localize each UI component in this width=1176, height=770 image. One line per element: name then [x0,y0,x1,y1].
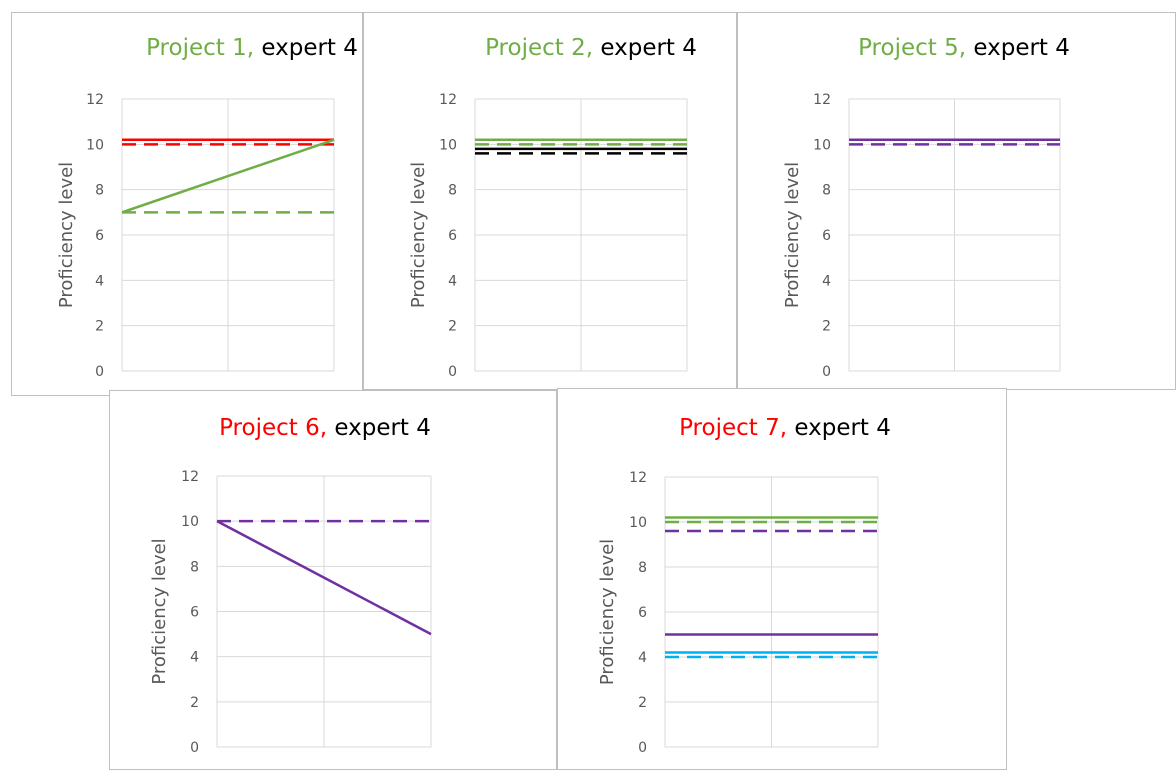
chart-title-project: Project 5, [858,35,966,61]
y-tick-label: 4 [448,273,457,289]
y-tick-label: 4 [95,273,104,289]
y-tick-label: 6 [448,228,457,244]
chart-title-project: Project 6, [219,415,327,441]
y-tick-label: 2 [190,695,199,711]
chart-svg: Project 6, expert 4 0 2 4 6 8 10 12 Proficiency … [149,415,432,756]
chart-title: Project 7, expert 4 [679,415,891,441]
y-axis-label: Proficiency level [597,539,618,685]
y-tick-label: 8 [822,183,831,199]
y-tick-label: 10 [86,137,104,153]
y-tick-label: 6 [190,605,199,621]
chart-title-expert: expert 4 [254,35,358,61]
chart-panel-project-2: Project 2, expert 4 0 2 4 6 8 10 12 Proficiency … [363,12,737,390]
chart-svg: Project 2, expert 4 0 2 4 6 8 10 12 Proficiency … [408,35,697,380]
y-axis-label: Proficiency level [56,162,77,308]
chart-svg: Project 7, expert 4 0 2 4 6 8 10 12 Proficiency … [597,415,891,756]
chart-svg: Project 5, expert 4 0 2 4 6 8 10 12 Proficiency … [782,35,1070,380]
chart-svg: Project 1, expert 4 0 2 4 6 8 10 12 Proficiency … [56,35,358,380]
chart-panel-project-7: Project 7, expert 4 0 2 4 6 8 10 12 Proficiency … [557,388,1007,770]
y-tick-label: 2 [638,695,647,711]
series-line-green-solid [121,138,335,214]
y-tick-label: 0 [448,364,457,380]
y-tick-label: 0 [822,364,831,380]
y-tick-label: 10 [181,514,199,530]
chart-title: Project 5, expert 4 [858,35,1070,61]
y-tick-label: 10 [629,515,647,531]
chart-panel-project-6: Project 6, expert 4 0 2 4 6 8 10 12 Proficiency … [109,390,557,770]
chart-title-expert: expert 4 [593,35,697,61]
y-axis-label: Proficiency level [408,162,429,308]
chart-title: Project 6, expert 4 [219,415,431,441]
y-tick-label: 12 [86,92,104,108]
chart-panel-project-1: Project 1, expert 4 0 2 4 6 8 10 12 Proficiency … [11,12,363,396]
chart-title: Project 2, expert 4 [485,35,697,61]
y-tick-label: 10 [439,137,457,153]
chart-title-project: Project 1, [146,35,254,61]
y-tick-label: 2 [95,319,104,335]
y-tick-label: 12 [813,92,831,108]
y-tick-label: 2 [822,319,831,335]
y-tick-label: 12 [181,469,199,485]
chart-title: Project 1, expert 4 [146,35,358,61]
y-tick-label: 4 [638,650,647,666]
series-line-purple-solid [216,520,432,636]
y-tick-label: 2 [448,319,457,335]
y-tick-label: 6 [95,228,104,244]
y-tick-label: 0 [190,740,199,756]
y-tick-label: 4 [190,650,199,666]
chart-panel-project-5: Project 5, expert 4 0 2 4 6 8 10 12 Proficiency … [737,12,1176,390]
y-axis-label: Proficiency level [149,538,170,684]
y-tick-label: 0 [638,740,647,756]
y-axis-label: Proficiency level [782,162,803,308]
y-tick-label: 4 [822,273,831,289]
y-tick-label: 8 [95,183,104,199]
chart-title-project: Project 2, [485,35,593,61]
chart-title-expert: expert 4 [327,415,431,441]
y-tick-label: 10 [813,137,831,153]
y-tick-label: 6 [822,228,831,244]
chart-title-expert: expert 4 [787,415,891,441]
y-tick-label: 8 [448,183,457,199]
y-tick-label: 12 [629,470,647,486]
y-tick-label: 6 [638,605,647,621]
y-tick-label: 8 [190,559,199,575]
chart-title-expert: expert 4 [966,35,1070,61]
y-tick-label: 8 [638,560,647,576]
chart-title-project: Project 7, [679,415,787,441]
y-tick-label: 12 [439,92,457,108]
y-tick-label: 0 [95,364,104,380]
